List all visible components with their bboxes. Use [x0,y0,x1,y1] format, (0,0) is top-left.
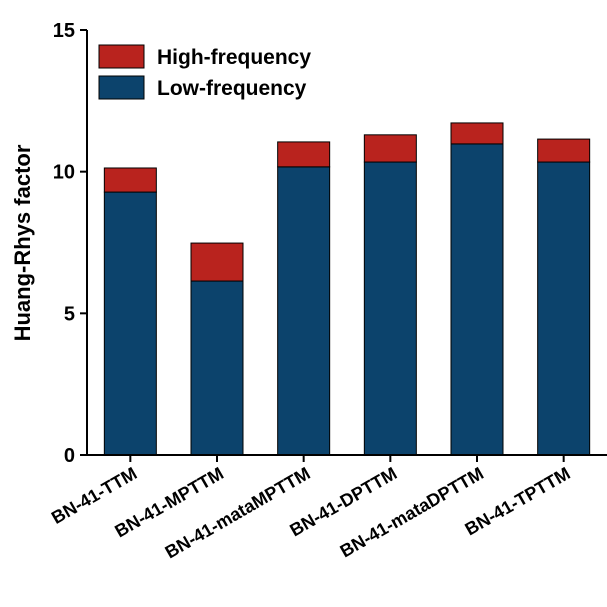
y-tick-label: 5 [64,303,75,325]
legend-swatch [98,44,145,69]
bar [190,242,244,282]
legend-label: Low-frequency [157,77,307,100]
bar [277,166,331,456]
bar [363,134,417,163]
legend-swatch [98,75,145,100]
bar [277,141,331,168]
x-tick-label: BN-41-mataMPTTM [162,463,314,562]
x-tick-label: BN-41-mataDPTTM [337,463,487,561]
y-tick-label: 0 [64,445,75,467]
y-axis-label: Huang-Rhys factor [10,144,35,341]
bar [190,280,244,456]
y-tick-label: 15 [53,20,75,42]
bar [537,138,591,163]
y-tick-label: 10 [53,162,75,184]
legend-label: High-frequency [157,46,311,69]
bar [450,143,504,456]
bar [450,122,504,145]
bar [103,191,157,456]
bar [363,161,417,456]
bar [103,167,157,193]
bar [537,161,591,456]
